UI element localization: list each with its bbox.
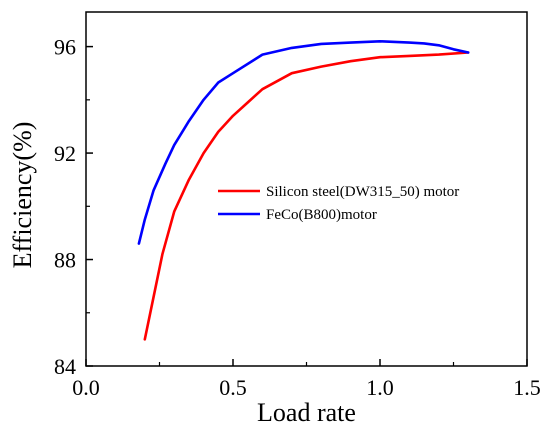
x-axis: 0.0 0.5 1.0 1.5 xyxy=(72,359,541,400)
y-tick-label: 92 xyxy=(54,141,76,166)
x-axis-title: Load rate xyxy=(257,398,356,427)
x-tick-label: 1.0 xyxy=(366,375,394,400)
y-axis-title: Efficiency(%) xyxy=(8,122,37,269)
y-axis: 84 88 92 96 xyxy=(54,35,93,379)
series-line-2 xyxy=(137,39,470,245)
plot-lines xyxy=(137,39,470,341)
legend-label-2: FeCo(B800)motor xyxy=(266,207,377,223)
y-tick-label: 84 xyxy=(54,354,76,379)
series-line-1 xyxy=(143,51,470,341)
x-tick-label: 1.5 xyxy=(513,375,541,400)
legend-label-1: Silicon steel(DW315_50) motor xyxy=(266,184,459,200)
x-tick-label: 0.0 xyxy=(72,375,100,400)
y-tick-label: 96 xyxy=(54,35,76,60)
y-tick-label: 88 xyxy=(54,248,76,273)
legend: Silicon steel(DW315_50) motor FeCo(B800)m… xyxy=(218,184,459,223)
x-tick-label: 0.5 xyxy=(219,375,247,400)
